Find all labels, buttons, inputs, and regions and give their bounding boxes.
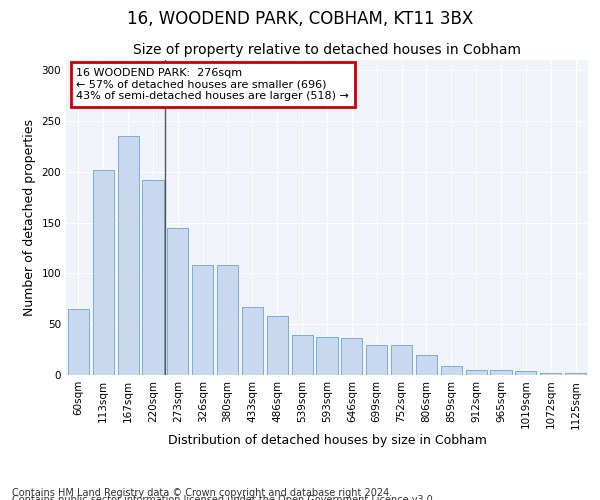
Bar [192, 266, 213, 375]
Bar [167, 228, 188, 375]
Text: 16 WOODEND PARK:  276sqm
← 57% of detached houses are smaller (696)
43% of semi-: 16 WOODEND PARK: 276sqm ← 57% of detache… [76, 68, 349, 101]
Title: Size of property relative to detached houses in Cobham: Size of property relative to detached ho… [133, 44, 521, 58]
Bar [292, 336, 313, 375]
Bar [416, 354, 437, 375]
Y-axis label: Number of detached properties: Number of detached properties [23, 119, 36, 316]
Bar [466, 370, 487, 375]
Text: Contains HM Land Registry data © Crown copyright and database right 2024.: Contains HM Land Registry data © Crown c… [12, 488, 392, 498]
X-axis label: Distribution of detached houses by size in Cobham: Distribution of detached houses by size … [167, 434, 487, 447]
Bar [341, 338, 362, 375]
Bar [142, 180, 164, 375]
Text: Contains public sector information licensed under the Open Government Licence v3: Contains public sector information licen… [12, 495, 436, 500]
Bar [93, 170, 114, 375]
Bar [490, 370, 512, 375]
Bar [565, 373, 586, 375]
Bar [217, 266, 238, 375]
Bar [366, 344, 387, 375]
Bar [118, 136, 139, 375]
Bar [68, 309, 89, 375]
Bar [267, 316, 288, 375]
Bar [391, 344, 412, 375]
Bar [540, 373, 561, 375]
Text: 16, WOODEND PARK, COBHAM, KT11 3BX: 16, WOODEND PARK, COBHAM, KT11 3BX [127, 10, 473, 28]
Bar [316, 338, 338, 375]
Bar [441, 366, 462, 375]
Bar [515, 371, 536, 375]
Bar [242, 307, 263, 375]
